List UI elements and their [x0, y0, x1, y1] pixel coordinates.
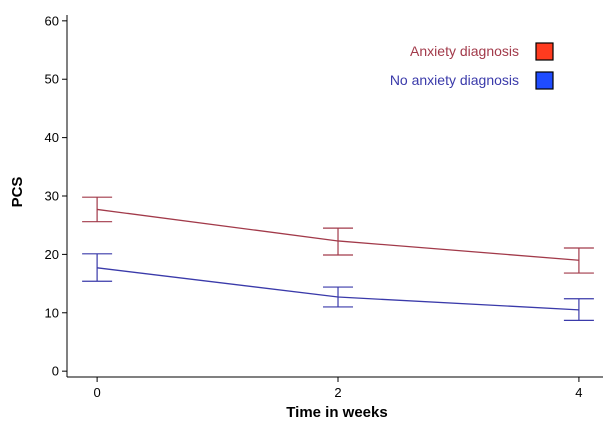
legend: Anxiety diagnosis No anxiety diagnosis: [390, 42, 554, 90]
y-tick-label: 10: [45, 305, 59, 320]
y-tick-label: 30: [45, 189, 59, 204]
y-axis-title: PCS: [9, 177, 26, 208]
y-tick-label: 0: [52, 364, 59, 379]
x-tick-label: 2: [334, 385, 341, 400]
legend-swatch: [535, 71, 554, 90]
x-tick-label: 4: [575, 385, 582, 400]
x-tick-label: 0: [93, 385, 100, 400]
x-axis-title: Time in weeks: [286, 404, 387, 421]
axes: 0 10 20 30 40 50 60 0 2 4: [45, 13, 603, 400]
legend-label: Anxiety diagnosis: [410, 43, 519, 59]
legend-swatch: [535, 42, 554, 61]
series-anxiety: [82, 196, 594, 274]
y-tick-label: 60: [45, 13, 59, 28]
series-layer: [82, 196, 594, 321]
series-no-anxiety: [82, 253, 594, 321]
legend-label: No anxiety diagnosis: [390, 72, 519, 88]
y-tick-label: 40: [45, 130, 59, 145]
y-tick-label: 50: [45, 72, 59, 87]
y-tick-label: 20: [45, 247, 59, 262]
